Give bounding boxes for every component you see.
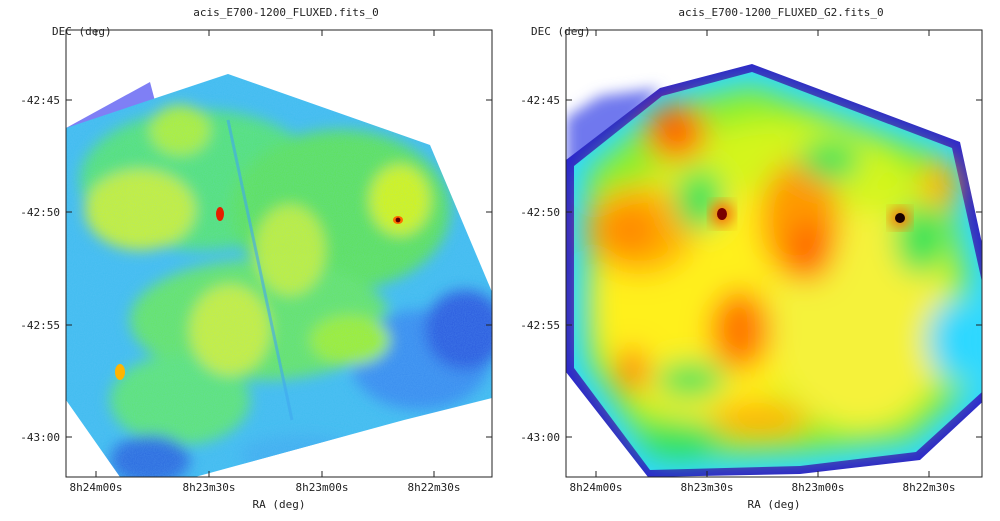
y-tick-label: -42:50	[20, 206, 60, 219]
plot-frame-left	[65, 29, 493, 478]
chart-panel-left: acis_E700-1200_FLUXED.fits_0	[20, 6, 493, 511]
chart-title-right: acis_E700-1200_FLUXED_G2.fits_0	[678, 6, 883, 19]
x-axis-right: 8h24m00s 8h23m30s 8h23m00s 8h22m30s	[570, 30, 956, 494]
y-tick-label: -42:55	[520, 319, 560, 332]
x-tick-label: 8h23m00s	[792, 481, 845, 494]
heatmap-image-left	[66, 74, 492, 477]
y-tick-label: -43:00	[520, 431, 560, 444]
y-tick-label: -42:45	[20, 94, 60, 107]
y-tick-label: -42:55	[20, 319, 60, 332]
x-axis-left: 8h24m00s 8h23m30s 8h23m00s 8h22m30s	[70, 30, 461, 494]
x-axis-label-left: RA (deg)	[253, 498, 306, 511]
y-tick-label: -42:45	[520, 94, 560, 107]
chart-panel-right: acis_E700-1200_FLUXED_G2.fits_0	[520, 6, 983, 511]
chart-title-left: acis_E700-1200_FLUXED.fits_0	[193, 6, 378, 19]
x-tick-label: 8h23m30s	[183, 481, 236, 494]
y-axis-label-left: DEC (deg)	[52, 25, 112, 38]
y-tick-label: -43:00	[20, 431, 60, 444]
x-axis-label-right: RA (deg)	[748, 498, 801, 511]
heatmap-image-right	[566, 64, 982, 477]
x-tick-label: 8h22m30s	[408, 481, 461, 494]
plot-frame-right	[565, 29, 983, 478]
x-tick-label: 8h23m00s	[296, 481, 349, 494]
x-tick-label: 8h24m00s	[570, 481, 623, 494]
x-tick-label: 8h24m00s	[70, 481, 123, 494]
y-axis-right: -42:45 -42:50 -42:55 -43:00	[520, 94, 982, 444]
y-axis-left: -42:45 -42:50 -42:55 -43:00	[20, 94, 492, 444]
y-axis-label-right: DEC (deg)	[531, 25, 591, 38]
y-tick-label: -42:50	[520, 206, 560, 219]
x-tick-label: 8h23m30s	[681, 481, 734, 494]
x-tick-label: 8h22m30s	[903, 481, 956, 494]
